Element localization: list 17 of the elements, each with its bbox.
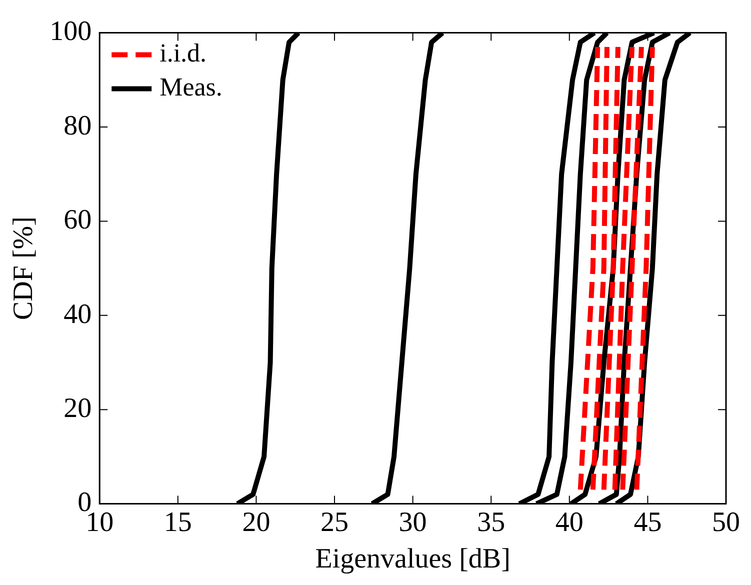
x-axis-title: Eigenvalues [dB] (315, 544, 510, 575)
x-tick-label: 40 (555, 506, 584, 538)
y-tick-label: 60 (64, 204, 92, 236)
y-tick-label: 80 (64, 110, 92, 142)
x-tick-label: 50 (712, 506, 740, 538)
legend-label: i.i.d. (160, 38, 207, 68)
x-tick-label: 45 (634, 506, 662, 538)
y-tick-label: 20 (64, 392, 92, 424)
x-tick-label: 25 (320, 506, 348, 538)
x-tick-label: 30 (398, 506, 427, 538)
y-tick-label: 100 (50, 16, 92, 48)
y-axis-title: CDF [%] (8, 216, 40, 320)
x-tick-label: 15 (164, 506, 192, 538)
legend-label: Meas. (160, 72, 222, 102)
x-tick-label: 35 (477, 506, 506, 538)
x-tick-label: 20 (242, 506, 270, 538)
y-tick-label: 40 (64, 298, 92, 330)
